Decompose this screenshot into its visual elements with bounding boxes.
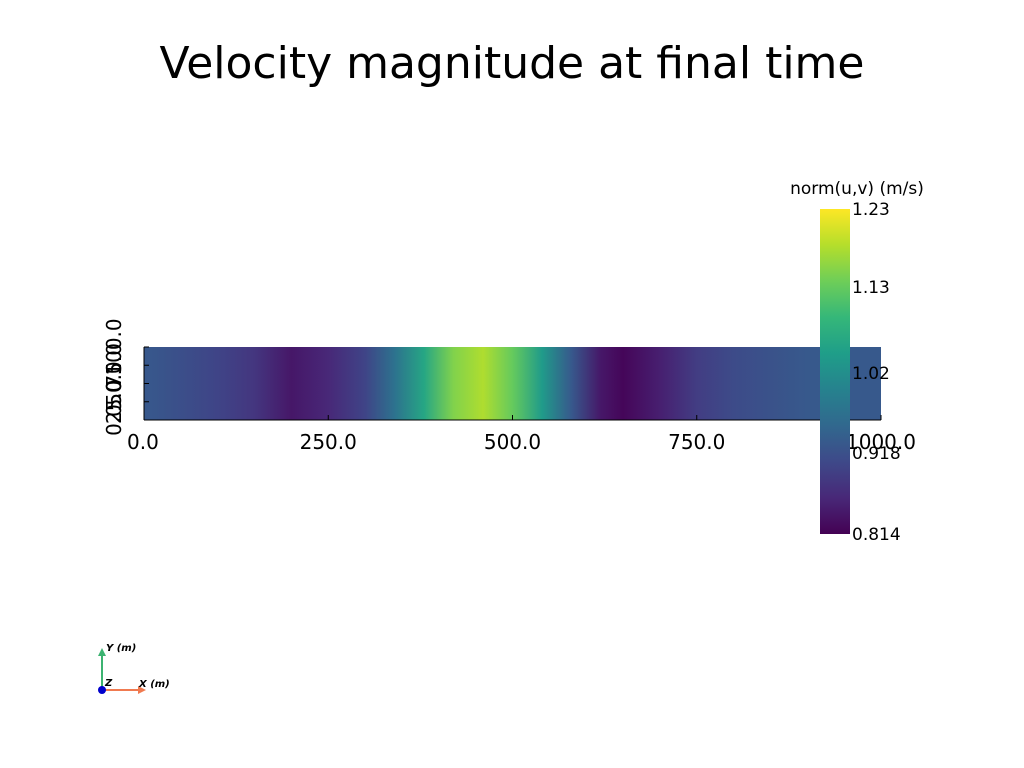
y-arrow-head-icon <box>98 648 106 656</box>
z-axis-dot-icon <box>98 686 106 694</box>
velocity-field <box>144 347 881 420</box>
x-tick-label: 0.0 <box>127 430 159 454</box>
x-arrow-head-icon <box>138 686 146 694</box>
colorbar-tick-label: 1.23 <box>852 200 890 220</box>
colorbar-tick-label: 0.814 <box>852 525 901 545</box>
colorbar: norm(u,v) (m/s)1.23 1.13 1.02 0.918 0.814 <box>790 179 924 545</box>
orientation-widget: X (m) Y (m) Z <box>98 643 170 694</box>
colorbar-title: norm(u,v) (m/s) <box>790 179 924 199</box>
colorbar-tick-label: 1.13 <box>852 278 890 298</box>
orientation-y-label: Y (m) <box>106 643 136 654</box>
y-tick-label: 25.0 <box>102 379 126 424</box>
orientation-x-label: X (m) <box>138 679 170 690</box>
y-tick-label: 50.0 <box>102 361 126 406</box>
colorbar-tick-label: 1.02 <box>852 364 890 384</box>
x-tick-label: 250.0 <box>300 430 357 454</box>
chart-title: Velocity magnitude at final time <box>159 38 865 89</box>
colorbar-rect <box>820 209 850 534</box>
axes: 0.0 250.0 500.0 750.0 1000.00.025.050.075.01… <box>102 318 916 454</box>
y-tick-label: 75.0 <box>102 343 126 388</box>
colorbar-tick-label: 0.918 <box>852 444 901 464</box>
x-tick-label: 1000.0 <box>846 430 916 454</box>
y-tick-label: 100.0 <box>102 318 126 375</box>
x-tick-label: 750.0 <box>668 430 725 454</box>
y-tick-label: 0.0 <box>102 404 126 436</box>
velocity-field-rect <box>144 347 881 420</box>
orientation-z-label: Z <box>104 678 113 689</box>
x-tick-label: 500.0 <box>484 430 541 454</box>
